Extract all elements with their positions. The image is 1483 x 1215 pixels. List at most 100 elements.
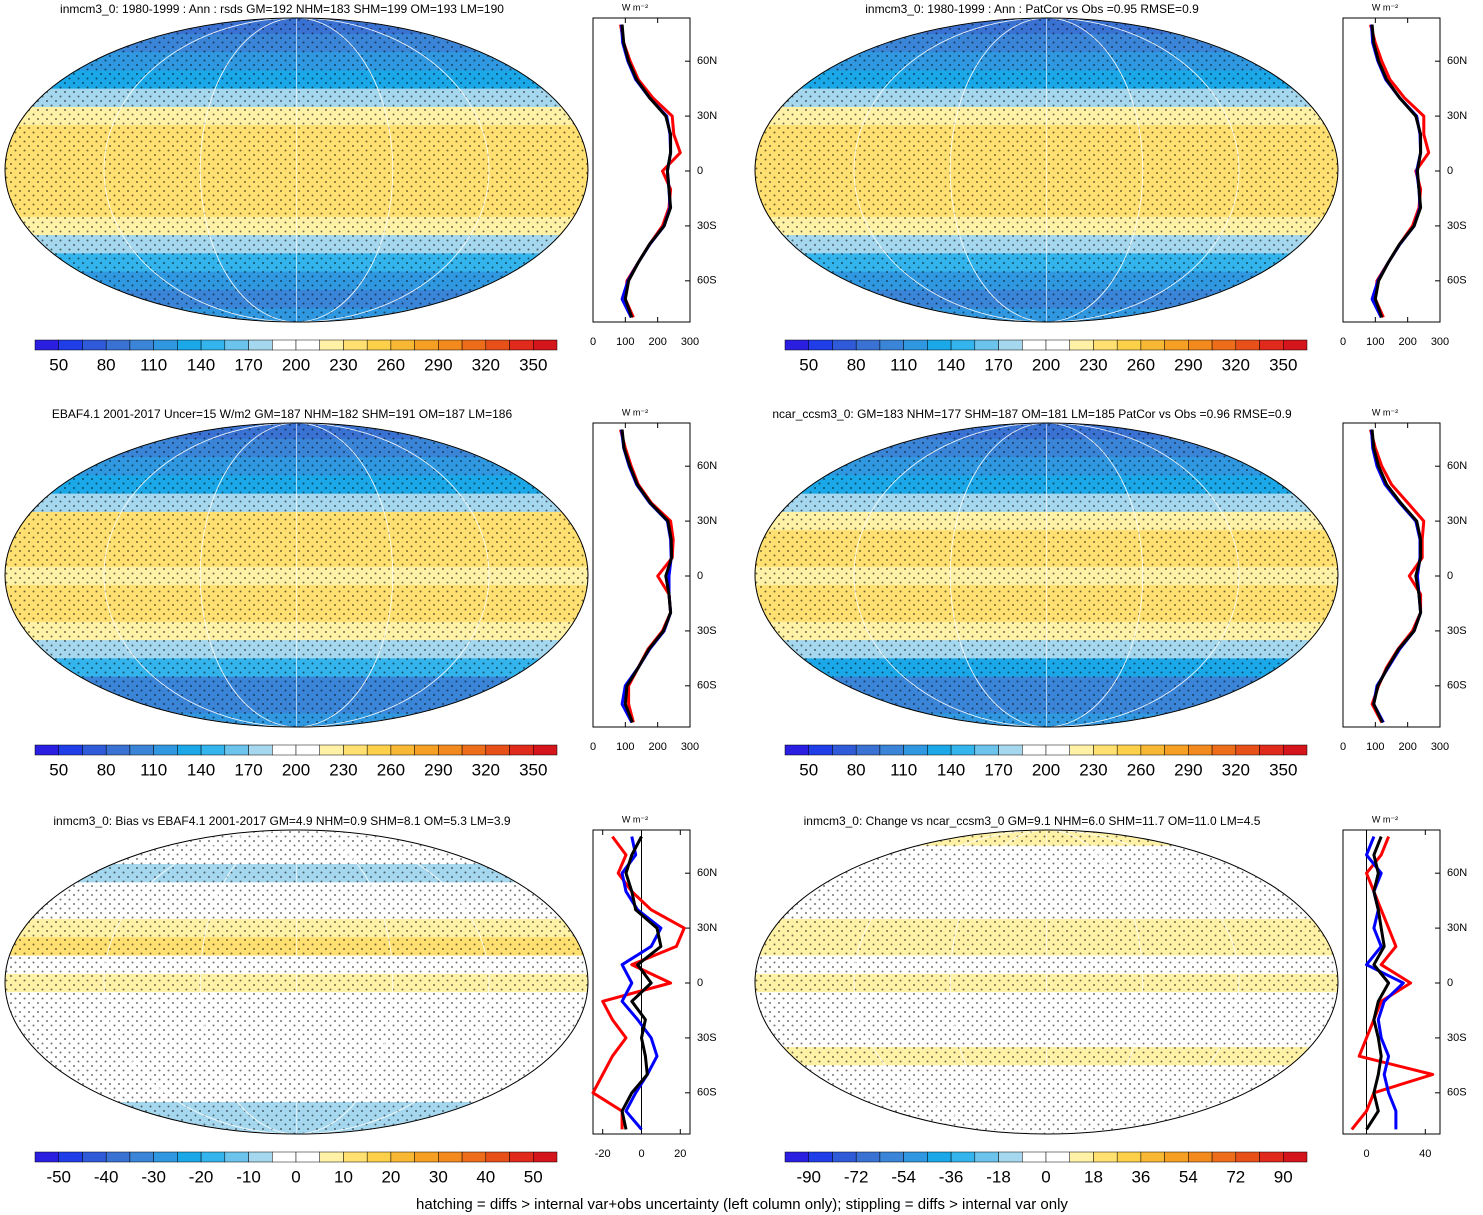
colorbar-box <box>808 744 833 756</box>
colorbar-label: 320 <box>1222 760 1250 779</box>
x-tick-label: 100 <box>616 741 634 753</box>
colorbar-box <box>1140 1151 1165 1163</box>
colorbar-label: 36 <box>1131 1167 1150 1186</box>
profile-frame <box>1342 829 1441 1135</box>
colorbar-box <box>1022 1151 1047 1163</box>
colorbar-box <box>1022 339 1047 351</box>
y-tick-label: 0 <box>1447 570 1453 582</box>
colorbar-box <box>200 1151 226 1163</box>
colorbar-label: 0 <box>291 1167 300 1186</box>
colorbar-box <box>485 744 510 756</box>
colorbar-label: 260 <box>377 760 405 779</box>
colorbar-label: 110 <box>140 760 167 779</box>
colorbar-label: 230 <box>1079 355 1107 374</box>
colorbar-box <box>1188 744 1213 756</box>
colorbar-box <box>461 339 487 351</box>
colorbar-label: -90 <box>796 1167 821 1186</box>
colorbar-label: 230 <box>329 355 357 374</box>
colorbar-box <box>950 339 976 351</box>
profile-line <box>1370 429 1423 724</box>
profile-unit: W m⁻² <box>1372 2 1398 12</box>
colorbar-box <box>438 744 463 756</box>
colorbar-label: 54 <box>1179 1167 1198 1186</box>
panel-title: EBAF4.1 2001-2017 Uncer=15 W/m2 GM=187 N… <box>52 407 513 421</box>
colorbar-box <box>343 1151 368 1163</box>
colorbar-box <box>224 744 249 756</box>
colorbar-box <box>319 744 344 756</box>
colorbar-box <box>105 744 131 756</box>
colorbar-label: 50 <box>799 355 818 374</box>
profile-line <box>1365 836 1391 1131</box>
colorbar-box <box>1259 339 1284 351</box>
colorbar-box <box>998 339 1023 351</box>
colorbar-box <box>1235 744 1260 756</box>
stippling <box>5 830 588 1134</box>
colorbar-label: 200 <box>1032 355 1060 374</box>
x-tick-label: 300 <box>681 336 699 348</box>
profile-frame <box>592 422 691 728</box>
map-border <box>754 829 1339 1135</box>
y-tick-label: 30N <box>1447 110 1467 122</box>
x-tick-label: 0 <box>1363 1148 1369 1160</box>
meridian <box>949 830 1144 1134</box>
colorbar-label: 110 <box>890 355 917 374</box>
colorbar-box <box>1140 744 1165 756</box>
colorbar-box <box>927 744 952 756</box>
y-tick-label: 60S <box>1447 1087 1467 1099</box>
colorbar-label: 200 <box>1032 760 1060 779</box>
y-tick-label: 30S <box>697 220 717 232</box>
map <box>755 423 1338 727</box>
colorbar-box <box>1093 744 1118 756</box>
y-tick-label: 30N <box>697 922 717 934</box>
y-tick-label: 30S <box>1447 220 1467 232</box>
colorbar-box <box>974 744 999 756</box>
colorbar-label: 50 <box>799 760 818 779</box>
x-tick-label: 100 <box>1366 741 1384 753</box>
panel-title: inmcm3_0: Bias vs EBAF4.1 2001-2017 GM=4… <box>53 814 511 828</box>
panel: inmcm3_0: Bias vs EBAF4.1 2001-2017 GM=4… <box>4 814 717 1186</box>
colorbar-box <box>1188 339 1213 351</box>
colorbar-box <box>129 339 154 351</box>
colorbar-box <box>1235 1151 1260 1163</box>
colorbar-box <box>366 744 392 756</box>
colorbar-label: 230 <box>1079 760 1107 779</box>
x-tick-label: 100 <box>616 336 634 348</box>
colorbar-box <box>200 339 226 351</box>
colorbar-box <box>200 744 226 756</box>
colorbar-box <box>82 339 107 351</box>
colorbar-box <box>1283 339 1308 351</box>
colorbar-box <box>390 1151 415 1163</box>
profile-frame <box>1342 17 1441 323</box>
colorbar-label: 260 <box>377 355 405 374</box>
colorbar-box <box>390 744 415 756</box>
colorbar-box <box>129 1151 154 1163</box>
colorbar-box <box>1045 744 1070 756</box>
colorbar-box <box>1164 339 1189 351</box>
colorbar-label: 80 <box>847 355 866 374</box>
x-tick-label: 200 <box>1398 336 1416 348</box>
colorbar-box <box>784 1151 809 1163</box>
y-tick-label: 60S <box>697 1087 717 1099</box>
meridian <box>199 18 394 322</box>
footnote: hatching = diffs > internal var+obs unce… <box>416 1196 1068 1213</box>
colorbar-box <box>927 339 952 351</box>
colorbar-label: 290 <box>424 355 452 374</box>
colorbar-box <box>58 1151 83 1163</box>
colorbar-label: 320 <box>1222 355 1250 374</box>
colorbar-label: 80 <box>847 760 866 779</box>
colorbar-box <box>58 339 83 351</box>
colorbar-label: 50 <box>524 1167 543 1186</box>
colorbar-box <box>34 339 59 351</box>
stippling <box>5 423 588 727</box>
colorbar-label: 0 <box>1041 1167 1050 1186</box>
colorbar-box <box>438 339 463 351</box>
colorbar-box <box>974 339 999 351</box>
colorbar-label: 290 <box>1174 760 1202 779</box>
colorbar-box <box>855 339 881 351</box>
colorbar-label: 290 <box>424 760 452 779</box>
x-tick-label: -20 <box>595 1148 611 1160</box>
colorbar-label: -40 <box>94 1167 119 1186</box>
x-tick-label: 0 <box>590 336 596 348</box>
panel: inmcm3_0: Change vs ncar_ccsm3_0 GM=9.1 … <box>754 814 1467 1186</box>
colorbar-box <box>82 744 107 756</box>
